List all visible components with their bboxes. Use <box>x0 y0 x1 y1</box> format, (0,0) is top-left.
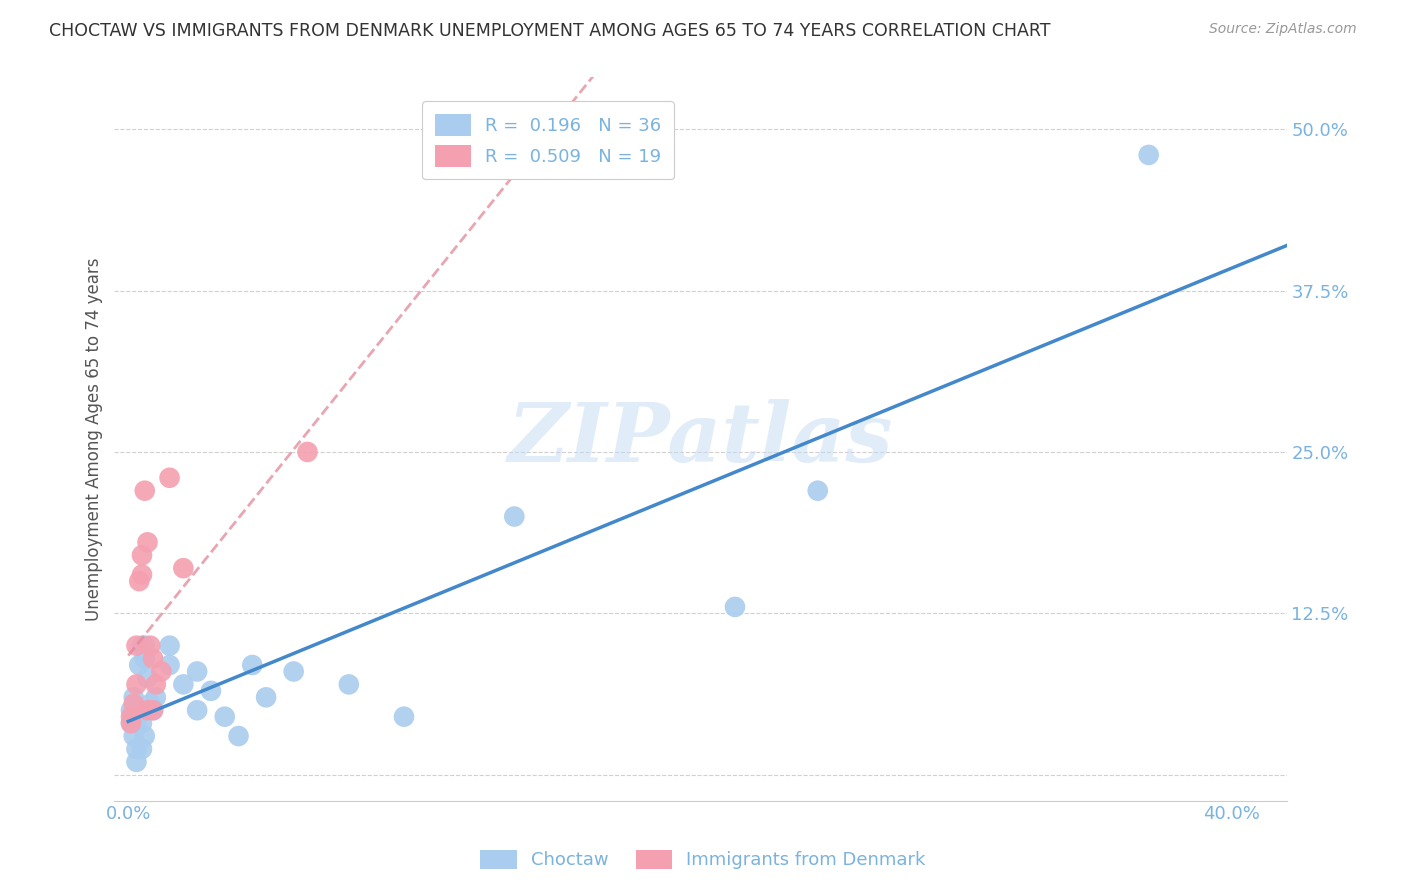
Point <box>228 729 250 743</box>
Point <box>134 729 156 743</box>
Point <box>131 716 153 731</box>
Point <box>128 658 150 673</box>
Point <box>159 658 181 673</box>
Point <box>134 483 156 498</box>
Point <box>120 709 142 723</box>
Point <box>214 709 236 723</box>
Point <box>186 665 208 679</box>
Point <box>145 690 167 705</box>
Point <box>142 703 165 717</box>
Point <box>807 483 830 498</box>
Point <box>122 697 145 711</box>
Point <box>150 665 173 679</box>
Point <box>172 677 194 691</box>
Point <box>134 639 156 653</box>
Point <box>128 703 150 717</box>
Y-axis label: Unemployment Among Ages 65 to 74 years: Unemployment Among Ages 65 to 74 years <box>86 257 103 621</box>
Point <box>337 677 360 691</box>
Legend: R =  0.196   N = 36, R =  0.509   N = 19: R = 0.196 N = 36, R = 0.509 N = 19 <box>422 101 673 179</box>
Text: ZIPatlas: ZIPatlas <box>508 399 893 479</box>
Point <box>122 729 145 743</box>
Point <box>125 716 148 731</box>
Point <box>186 703 208 717</box>
Point <box>125 742 148 756</box>
Point <box>240 658 263 673</box>
Point <box>131 567 153 582</box>
Text: Source: ZipAtlas.com: Source: ZipAtlas.com <box>1209 22 1357 37</box>
Point <box>283 665 305 679</box>
Point <box>172 561 194 575</box>
Point <box>136 671 159 685</box>
Point <box>139 639 162 653</box>
Point <box>1137 148 1160 162</box>
Point <box>122 690 145 705</box>
Point <box>503 509 526 524</box>
Legend: Choctaw, Immigrants from Denmark: Choctaw, Immigrants from Denmark <box>471 841 935 879</box>
Point <box>134 651 156 665</box>
Point <box>120 703 142 717</box>
Point <box>120 716 142 731</box>
Point <box>131 639 153 653</box>
Point <box>724 599 747 614</box>
Point <box>142 703 165 717</box>
Point <box>136 535 159 549</box>
Point <box>128 574 150 588</box>
Point <box>200 683 222 698</box>
Point <box>159 639 181 653</box>
Point <box>125 755 148 769</box>
Point <box>392 709 415 723</box>
Point <box>131 548 153 562</box>
Point <box>131 742 153 756</box>
Text: CHOCTAW VS IMMIGRANTS FROM DENMARK UNEMPLOYMENT AMONG AGES 65 TO 74 YEARS CORREL: CHOCTAW VS IMMIGRANTS FROM DENMARK UNEMP… <box>49 22 1050 40</box>
Point <box>125 677 148 691</box>
Point <box>297 445 319 459</box>
Point <box>254 690 277 705</box>
Point <box>159 471 181 485</box>
Point <box>125 639 148 653</box>
Point <box>136 703 159 717</box>
Point <box>142 651 165 665</box>
Point <box>120 716 142 731</box>
Point <box>145 677 167 691</box>
Point <box>139 697 162 711</box>
